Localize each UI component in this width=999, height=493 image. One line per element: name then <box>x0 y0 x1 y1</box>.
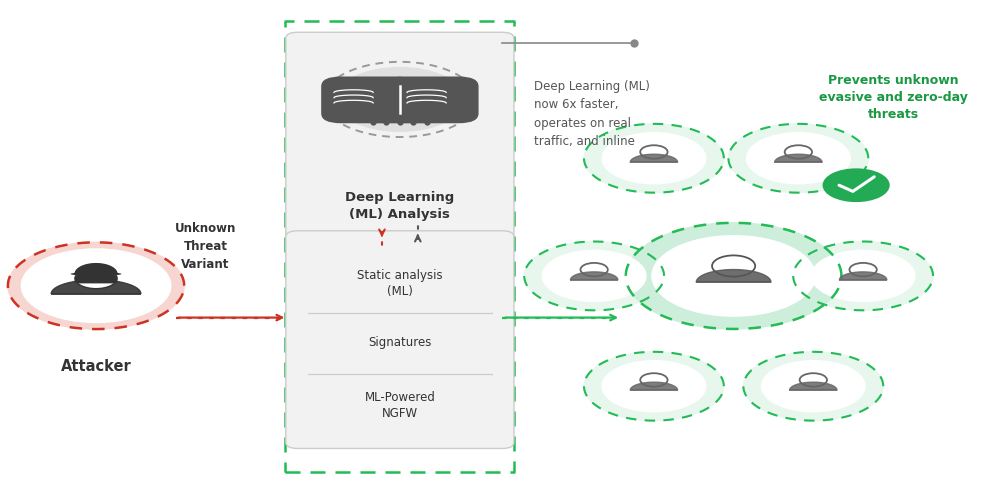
FancyBboxPatch shape <box>384 76 479 123</box>
Circle shape <box>712 255 755 277</box>
Circle shape <box>524 242 664 310</box>
Polygon shape <box>789 382 837 390</box>
FancyBboxPatch shape <box>322 76 417 123</box>
Polygon shape <box>51 280 141 294</box>
Polygon shape <box>696 270 771 282</box>
Ellipse shape <box>71 272 122 276</box>
Circle shape <box>823 169 889 202</box>
Polygon shape <box>630 154 677 162</box>
FancyBboxPatch shape <box>286 231 513 449</box>
Circle shape <box>811 250 915 301</box>
Circle shape <box>8 243 184 329</box>
Text: Attacker: Attacker <box>61 359 132 374</box>
Text: Prevents unknown
evasive and zero-day
threats: Prevents unknown evasive and zero-day th… <box>818 74 967 121</box>
Circle shape <box>799 373 827 387</box>
Polygon shape <box>839 272 887 280</box>
Polygon shape <box>75 264 117 274</box>
Circle shape <box>542 250 646 301</box>
Circle shape <box>21 249 171 322</box>
Polygon shape <box>570 272 617 280</box>
Circle shape <box>761 361 865 412</box>
Circle shape <box>849 263 877 277</box>
Text: Static analysis
(ML): Static analysis (ML) <box>357 269 443 298</box>
Circle shape <box>625 223 841 329</box>
Circle shape <box>728 124 868 193</box>
Text: Deep Learning (ML)
now 6x faster,
operates on real
traffic, and inline: Deep Learning (ML) now 6x faster, operat… <box>534 80 650 148</box>
Text: Unknown
Threat
Variant: Unknown Threat Variant <box>175 222 237 271</box>
FancyBboxPatch shape <box>75 275 118 283</box>
Text: Deep Learning
(ML) Analysis: Deep Learning (ML) Analysis <box>346 191 455 220</box>
Circle shape <box>640 373 667 387</box>
Circle shape <box>335 68 465 131</box>
Circle shape <box>640 145 667 159</box>
Circle shape <box>743 352 883 421</box>
Polygon shape <box>630 382 677 390</box>
Circle shape <box>75 268 117 289</box>
Circle shape <box>602 133 705 184</box>
Circle shape <box>584 124 724 193</box>
Circle shape <box>580 263 607 277</box>
Polygon shape <box>774 154 822 162</box>
FancyBboxPatch shape <box>286 32 513 240</box>
Circle shape <box>784 145 812 159</box>
Circle shape <box>746 133 850 184</box>
Circle shape <box>793 242 933 310</box>
Circle shape <box>652 236 815 316</box>
Text: Signatures: Signatures <box>369 336 432 349</box>
Circle shape <box>584 352 724 421</box>
Circle shape <box>602 361 705 412</box>
Text: ML-Powered
NGFW: ML-Powered NGFW <box>365 391 436 421</box>
